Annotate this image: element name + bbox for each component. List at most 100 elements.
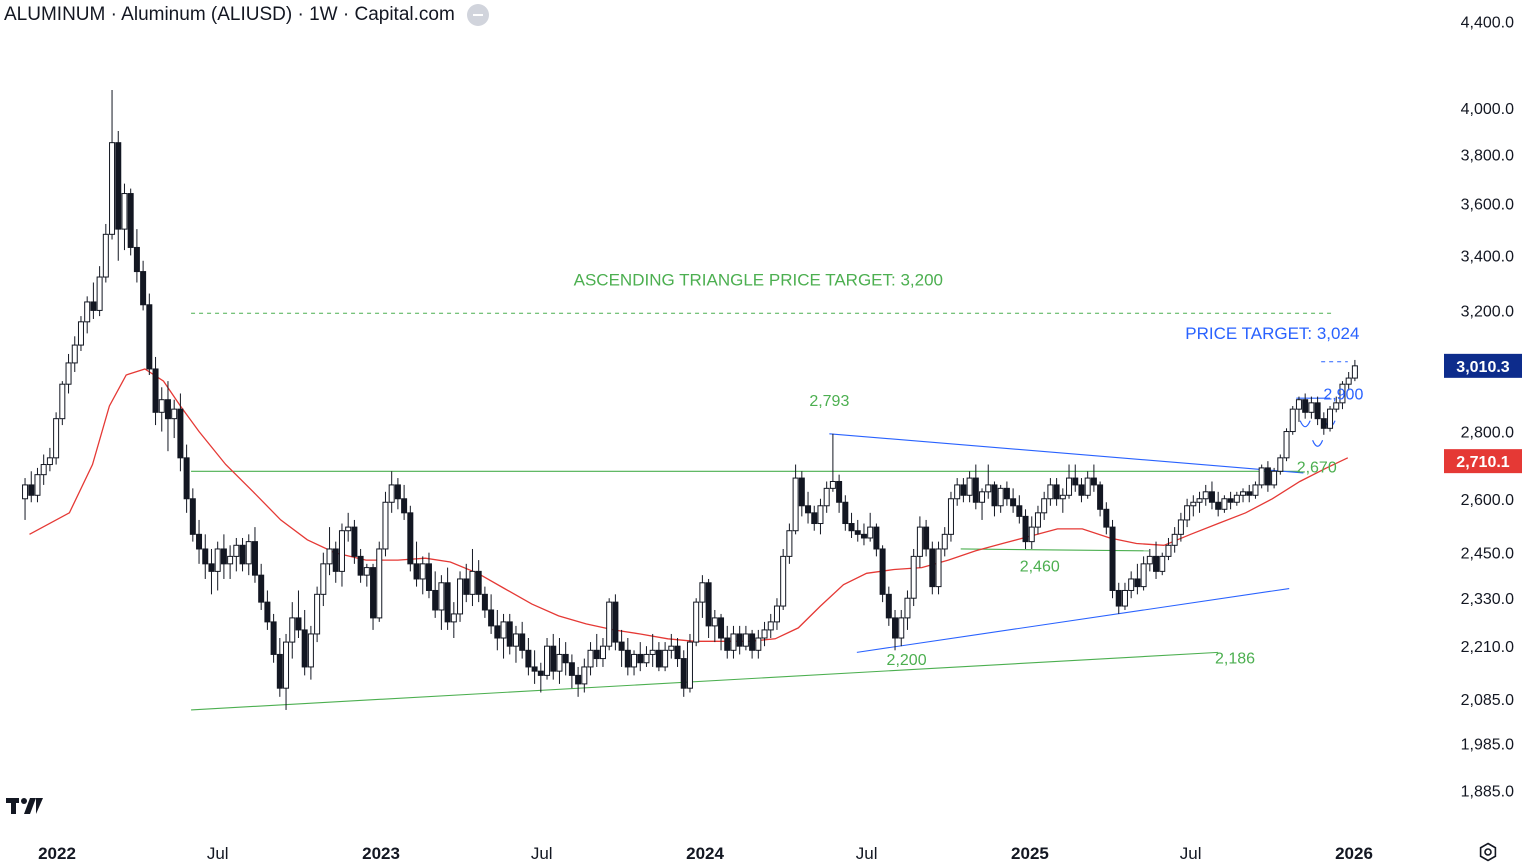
price-tick-label: 2,330.0 (1461, 591, 1514, 608)
candle-body (954, 484, 961, 500)
candle-body (693, 601, 700, 643)
candle-body (916, 526, 923, 557)
candle-body (1302, 399, 1309, 413)
candle-body (1165, 544, 1172, 557)
candle-body (637, 653, 644, 664)
candle-body (189, 498, 196, 535)
candle-body (811, 512, 818, 525)
candle-body (450, 613, 457, 623)
settings-icon[interactable] (1478, 842, 1498, 862)
candle-body (1066, 477, 1073, 496)
candle-body (742, 633, 749, 647)
candle-body (96, 276, 103, 311)
candle-body (997, 487, 1004, 507)
candle-body (444, 582, 451, 623)
candle-body (935, 548, 942, 588)
moving-average-label: 2,710.1 (1456, 454, 1509, 471)
annotation-label: 2,900 (1323, 387, 1363, 404)
candle-body (1240, 491, 1247, 496)
candle-body (662, 649, 669, 668)
price-tick-label: 3,600.0 (1461, 197, 1514, 214)
candle-body (1295, 399, 1302, 410)
candle-body (836, 480, 843, 503)
candle-body (674, 645, 681, 660)
candle-body (202, 548, 209, 565)
candle-body (910, 555, 917, 599)
candle-body (227, 555, 234, 565)
candle-body (419, 563, 426, 580)
candle-body (127, 193, 134, 248)
candle-body (314, 593, 321, 635)
candle-body (624, 649, 631, 668)
candle-body (84, 301, 91, 323)
candle-body (1283, 431, 1290, 459)
candle-body (1171, 533, 1178, 546)
candle-body (1028, 526, 1035, 543)
candle-body (1190, 501, 1197, 507)
candle-body (1059, 494, 1066, 500)
price-tick-label: 3,400.0 (1461, 248, 1514, 265)
candle-body (512, 633, 519, 647)
candles-group (22, 90, 1358, 710)
candle-body (1202, 491, 1209, 500)
candle-body (1140, 563, 1147, 588)
candle-body (736, 633, 743, 647)
candle-body (1022, 515, 1029, 543)
time-tick-label: 2025 (1011, 844, 1049, 863)
candle-body (699, 582, 706, 603)
candle-body (1233, 494, 1240, 503)
candle-body (1115, 589, 1122, 607)
candle-body (301, 629, 308, 668)
candle-body (1084, 477, 1091, 496)
candle-body (705, 582, 712, 627)
candle-body (158, 399, 165, 413)
candle-body (668, 645, 675, 651)
price-tick-label: 2,450.0 (1461, 546, 1514, 563)
candle-body (338, 530, 345, 572)
candle-body (612, 601, 619, 643)
candle-body (121, 193, 128, 230)
candle-body (376, 548, 383, 619)
candle-body (1271, 470, 1278, 486)
candle-body (587, 649, 594, 668)
price-tick-label: 1,885.0 (1461, 783, 1514, 800)
candle-body (860, 533, 867, 539)
candle-body (152, 368, 159, 413)
candle-body (1097, 484, 1104, 510)
candle-body (1153, 555, 1160, 572)
candle-body (1339, 383, 1346, 404)
candle-body (251, 541, 258, 576)
candle-body (1215, 501, 1222, 510)
candle-body (848, 523, 855, 532)
candle-body (879, 548, 886, 595)
candle-body (475, 570, 482, 595)
price-tick-label: 3,200.0 (1461, 303, 1514, 320)
candle-body (786, 530, 793, 557)
candle-body (550, 645, 557, 672)
candle-body (239, 544, 246, 565)
chart-title: ALUMINUM · Aluminum (ALIUSD) · 1W · Capi… (4, 4, 489, 26)
candle-body (537, 670, 544, 676)
candle-body (991, 484, 998, 507)
candle-body (985, 484, 992, 493)
candle-body (581, 666, 588, 685)
candle-body (276, 653, 283, 689)
candle-body (904, 597, 911, 619)
annotation-label: 2,793 (809, 393, 849, 410)
candle-body (873, 526, 880, 550)
candle-body (979, 491, 986, 503)
candle-body (1351, 365, 1358, 379)
candle-body (1308, 402, 1315, 413)
candle-body (183, 457, 190, 500)
candle-body (817, 505, 824, 525)
candle-body (929, 548, 936, 588)
candle-body (363, 567, 370, 576)
annotation-label: 2,186 (1215, 651, 1255, 668)
candle-body (320, 563, 327, 595)
candle-body (77, 321, 84, 346)
candle-body (947, 498, 954, 535)
market-status-icon[interactable] (466, 4, 489, 26)
candle-body (1034, 512, 1041, 528)
